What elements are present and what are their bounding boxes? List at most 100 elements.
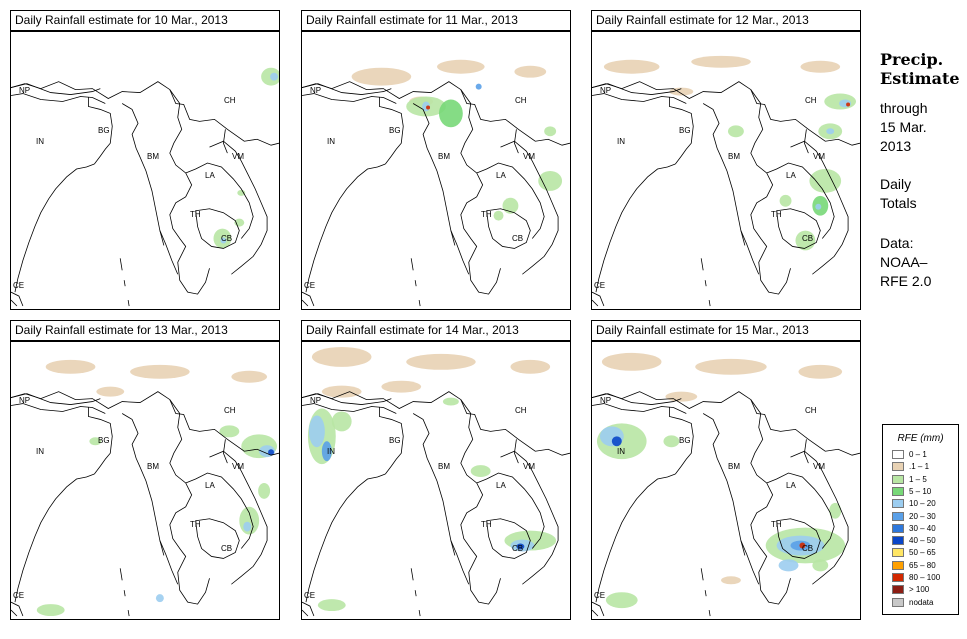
country-boundary: [592, 393, 682, 405]
rainfall-patch: [351, 67, 412, 86]
country-boundary: [302, 291, 315, 307]
legend-title: RFE (mm): [897, 433, 944, 444]
map-graphic: [302, 346, 570, 617]
legend-label: 40 – 50: [909, 536, 936, 546]
country-label-la: LA: [205, 481, 215, 490]
country-boundary: [460, 399, 501, 605]
country-label-np: NP: [600, 86, 612, 95]
country-boundary: [776, 208, 821, 249]
legend-label: 65 – 80: [909, 560, 936, 570]
country-boundary: [305, 473, 386, 603]
legend-swatch: [892, 585, 904, 595]
country-label-np: NP: [19, 396, 31, 405]
country-label-cb: CB: [802, 234, 814, 243]
rainfall-patch: [846, 102, 851, 107]
precip-estimate-heading: Precip. Estimate: [880, 50, 960, 88]
country-boundary: [302, 93, 397, 104]
rainfall-map-panel: Daily Rainfall estimate for 14 Mar., 201…: [301, 320, 571, 620]
country-boundary: [159, 540, 179, 585]
country-boundary: [11, 93, 106, 104]
rainfall-patch: [812, 559, 829, 572]
country-boundary: [412, 413, 456, 556]
rainfall-patch: [89, 437, 102, 446]
country-boundary: [592, 291, 605, 307]
rainfall-map: NP IN BG CH BM VM LA TH CB CE: [10, 341, 280, 620]
country-boundary: [11, 83, 101, 95]
country-boundary: [476, 162, 545, 239]
country-label-np: NP: [19, 86, 31, 95]
legend-swatch: [892, 536, 904, 546]
country-label-in: IN: [327, 137, 335, 146]
country-boundary: [700, 258, 711, 307]
rainfall-patch: [605, 592, 638, 609]
country-boundary: [209, 450, 268, 585]
country-label-in: IN: [617, 137, 625, 146]
legend-label: 5 – 10: [909, 486, 932, 496]
data-source-caption: Data: NOAA– RFE 2.0: [880, 234, 931, 291]
country-label-vm: VM: [232, 152, 244, 161]
through-year: 2013: [880, 138, 912, 154]
country-boundary: [595, 473, 676, 603]
rainfall-patch: [779, 194, 792, 207]
legend-swatch: [892, 573, 904, 582]
rainfall-patch: [321, 385, 362, 398]
country-label-vm: VM: [523, 462, 535, 471]
rainfall-patch: [436, 59, 485, 74]
country-boundary: [592, 403, 687, 414]
through-word: through: [880, 100, 928, 116]
country-label-in: IN: [617, 447, 625, 456]
rainfall-patch: [270, 72, 279, 81]
rainfall-patch: [243, 521, 252, 532]
country-label-th: TH: [481, 520, 492, 529]
map-graphic: [302, 59, 570, 307]
country-boundary: [11, 601, 24, 617]
legend-swatch: [892, 486, 904, 496]
rainfall-patch: [155, 594, 164, 603]
country-label-np: NP: [310, 396, 322, 405]
country-label-th: TH: [190, 210, 201, 219]
country-boundary: [305, 163, 386, 293]
rainfall-patch: [809, 169, 842, 193]
legend-label: .1 – 1: [909, 462, 930, 472]
rainfall-patch: [799, 542, 806, 549]
country-boundary: [592, 601, 605, 617]
country-label-la: LA: [496, 171, 506, 180]
country-label-bg: BG: [389, 126, 401, 135]
country-boundary: [209, 140, 268, 275]
rainfall-patch: [258, 482, 271, 499]
country-boundary: [119, 568, 130, 617]
legend-label: 80 – 100: [909, 573, 941, 582]
country-label-bm: BM: [438, 152, 450, 161]
country-boundary: [195, 518, 240, 559]
country-label-ce: CE: [594, 591, 606, 600]
rainfall-patch: [778, 559, 799, 572]
country-label-th: TH: [190, 520, 201, 529]
country-boundary: [514, 439, 519, 464]
country-boundary: [410, 258, 421, 307]
country-boundary: [11, 81, 279, 146]
rainfall-patch: [665, 391, 698, 402]
rainfall-patch: [663, 435, 680, 448]
country-boundary: [121, 103, 165, 246]
country-boundary: [500, 140, 559, 275]
country-boundary: [379, 407, 404, 475]
country-boundary: [302, 403, 397, 414]
country-boundary: [302, 83, 392, 95]
rainfall-patch: [96, 386, 125, 397]
rainfall-patch: [695, 358, 767, 375]
country-boundary: [776, 518, 821, 559]
country-boundary: [700, 568, 711, 617]
rainfall-patch: [544, 126, 557, 137]
rainfall-patch: [502, 197, 519, 214]
country-boundary: [185, 472, 254, 549]
daily-totals-caption: Daily Totals: [880, 175, 917, 213]
country-boundary: [14, 163, 95, 293]
country-label-th: TH: [771, 520, 782, 529]
country-label-ch: CH: [515, 406, 527, 415]
country-boundary: [669, 97, 694, 165]
country-boundary: [121, 413, 165, 556]
country-label-bg: BG: [389, 436, 401, 445]
country-label-cb: CB: [802, 544, 814, 553]
country-boundary: [88, 97, 113, 165]
rainfall-patch: [130, 364, 190, 379]
